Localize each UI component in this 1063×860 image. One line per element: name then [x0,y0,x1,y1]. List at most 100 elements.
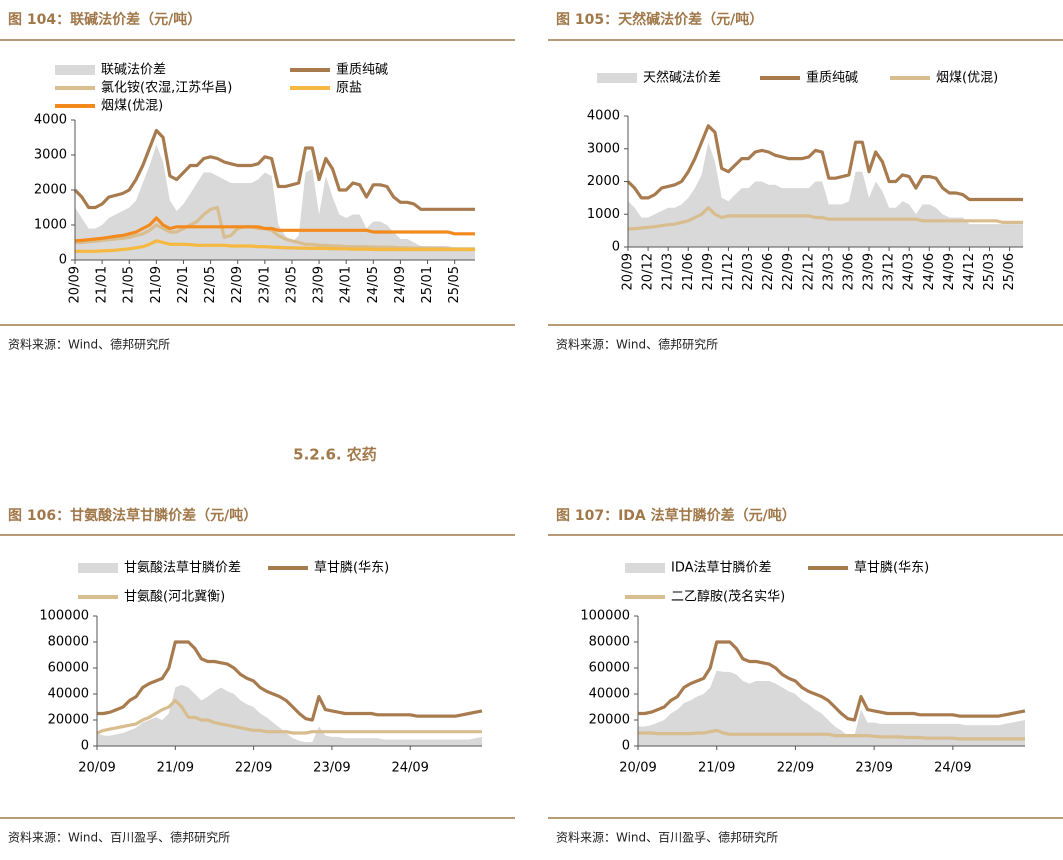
x-tick-label: 21/09 [157,761,194,776]
line-series [638,640,1026,722]
y-tick-label: 2000 [587,174,620,189]
y-tick-label: 60000 [48,661,89,676]
y-tick-label: 0 [81,739,89,754]
section-heading: 5.2.6. 农药 [293,446,377,464]
y-tick-label: 0 [59,253,67,268]
figure-source: 资料来源：Wind、百川盈孚、德邦研究所 [556,830,778,845]
line-series [73,128,475,211]
line-series [96,698,482,735]
legend-label: 重质纯碱 [806,70,858,86]
x-tick-label: 22/09 [777,761,814,776]
figure-title: 图 106：甘氨酸法草甘膦价差（元/吨） [8,507,257,524]
x-tick-label: 23/12 [882,253,897,290]
legend-label: 甘氨酸法草甘膦价差 [124,561,241,576]
y-tick-label: 2000 [34,183,67,198]
figure-title: 图 107：IDA 法草甘膦价差（元/吨） [556,507,796,524]
legend-label: 联碱法价差 [101,63,166,78]
x-tick-label: 23/09 [312,266,327,303]
x-tick-label: 25/03 [982,253,997,290]
x-tick-label: 23/09 [855,761,892,776]
x-tick-label: 20/09 [68,266,83,303]
legend-label: 重质纯碱 [336,62,388,78]
y-tick-label: 4000 [34,113,67,128]
x-tick-label: 21/09 [698,761,735,776]
x-tick-label: 25/06 [1002,253,1017,290]
x-tick-label: 22/03 [741,253,756,290]
y-tick-label: 40000 [48,687,89,702]
y-tick-label: 100000 [39,609,89,624]
legend-label: 二乙醇胺(茂名实华) [671,589,785,605]
area-series [638,670,1025,746]
x-tick-label: 23/06 [841,253,856,290]
y-tick-label: 3000 [587,141,620,156]
x-tick-label: 25/05 [447,266,462,303]
x-tick-label: 22/09 [230,266,245,303]
legend-swatch [597,73,637,83]
legend-swatch [78,563,118,573]
y-tick-label: 20000 [48,713,89,728]
line-series [75,239,475,253]
y-tick-label: 100000 [580,609,630,624]
x-tick-label: 22/01 [176,266,191,303]
figure-title: 图 104：联碱法价差（元/吨） [8,11,201,28]
x-tick-label: 20/09 [619,761,656,776]
line-series [74,216,475,243]
legend-label: 烟煤(优混) [936,71,998,86]
x-tick-label: 22/05 [203,266,218,303]
y-tick-label: 0 [612,240,620,255]
x-tick-label: 25/01 [420,266,435,303]
x-tick-label: 22/06 [761,253,776,290]
figure-source: 资料来源：Wind、百川盈孚、德邦研究所 [8,830,230,845]
figure-source: 资料来源：Wind、德邦研究所 [8,337,170,352]
y-tick-label: 80000 [589,635,630,650]
x-tick-label: 23/05 [284,266,299,303]
legend-label: 草甘膦(华东) [854,561,929,576]
legend-swatch [55,65,95,75]
x-tick-label: 20/09 [78,761,115,776]
x-tick-label: 20/12 [641,253,656,290]
y-tick-label: 1000 [587,207,620,222]
legend-label: 草甘膦(华东) [314,561,389,576]
x-tick-label: 24/06 [922,253,937,290]
legend-swatch [625,563,665,573]
x-tick-label: 21/05 [122,266,137,303]
x-tick-label: 20/09 [621,253,636,290]
x-tick-label: 24/05 [366,266,381,303]
y-tick-label: 60000 [589,661,630,676]
x-tick-label: 22/12 [801,253,816,290]
x-tick-label: 24/09 [393,266,408,303]
x-tick-label: 24/03 [902,253,917,290]
figure-title: 图 105：天然碱法价差（元/吨） [556,11,763,28]
legend-label: IDA法草甘膦价差 [671,561,772,576]
x-tick-label: 23/01 [257,266,272,303]
x-tick-label: 21/06 [681,253,696,290]
y-tick-label: 0 [622,739,630,754]
x-tick-label: 24/09 [942,253,957,290]
x-tick-label: 24/01 [339,266,354,303]
line-series [627,206,1023,231]
x-tick-label: 24/12 [962,253,977,290]
y-tick-label: 20000 [589,713,630,728]
y-tick-label: 1000 [34,218,67,233]
y-tick-label: 40000 [589,687,630,702]
x-tick-label: 21/03 [661,253,676,290]
figure-source: 资料来源：Wind、德邦研究所 [556,337,718,352]
x-tick-label: 24/09 [934,761,971,776]
x-tick-label: 21/09 [149,266,164,303]
x-tick-label: 24/09 [391,761,428,776]
legend-label: 天然碱法价差 [643,70,721,86]
legend-label: 甘氨酸(河北冀衡) [124,589,225,605]
x-tick-label: 21/12 [721,253,736,290]
area-series [75,144,475,260]
y-tick-label: 4000 [587,109,620,124]
legend-label: 原盐 [336,81,362,96]
legend-label: 烟煤(优混) [101,99,163,114]
x-tick-label: 22/09 [235,761,272,776]
y-tick-label: 80000 [48,635,89,650]
legend-label: 氯化铵(农湿,江苏华昌) [101,80,232,96]
y-tick-label: 3000 [34,148,67,163]
line-series [626,124,1023,202]
line-series [638,728,1025,741]
line-series [75,205,475,251]
